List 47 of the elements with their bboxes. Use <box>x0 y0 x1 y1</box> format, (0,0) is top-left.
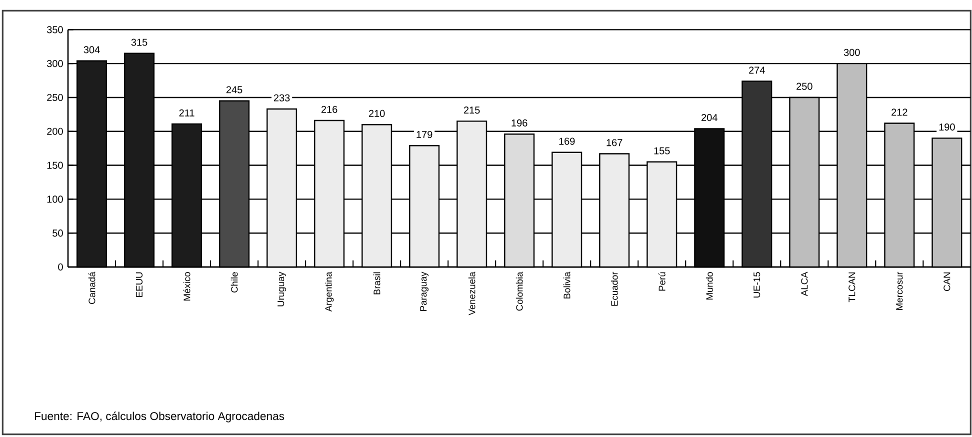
x-tick-label: Bolivia <box>563 272 570 298</box>
x-tick-label: ALCA <box>801 272 808 296</box>
y-tick-label: 200 <box>47 128 63 135</box>
x-tick-label: Uruguay <box>278 272 286 306</box>
y-tick-label: 100 <box>47 196 63 203</box>
x-tick-label: Colombia <box>516 272 523 311</box>
data-label: 315 <box>131 38 148 46</box>
x-tick-label: EEUU <box>136 272 143 297</box>
x-tick-label: Argentina <box>324 272 334 312</box>
data-label: 167 <box>606 139 622 146</box>
data-label: 274 <box>749 66 765 74</box>
data-label: 245 <box>226 86 242 94</box>
data-label: 216 <box>321 106 338 113</box>
data-label: 190 <box>939 123 955 131</box>
x-tick-label: UE-15 <box>754 272 760 298</box>
y-tick-label: 50 <box>52 230 63 237</box>
x-tick-label: México <box>183 272 190 300</box>
source-note: Fuente: FAO, cálculos Observatorio Agrocadenas <box>34 412 284 422</box>
x-tick-label: TLCAN <box>848 272 856 302</box>
x-tick-label: Brasil <box>373 272 380 294</box>
x-tick-label: Perú <box>658 272 666 291</box>
x-tick-label: Ecuador <box>610 272 618 306</box>
y-tick-label: 350 <box>46 26 63 34</box>
data-label: 179 <box>416 130 432 138</box>
data-label: 196 <box>512 119 528 127</box>
data-label: 215 <box>464 106 480 114</box>
y-tick-label: 300 <box>46 60 63 68</box>
y-tick-label: 0 <box>58 263 63 271</box>
x-tick-label: Mercosur <box>896 272 903 310</box>
x-tick-label: Canadá <box>88 272 96 304</box>
y-tick-label: 150 <box>47 162 63 169</box>
data-label: 300 <box>844 48 860 56</box>
data-label: 250 <box>796 82 812 90</box>
data-label: 204 <box>702 114 718 122</box>
y-tick-label: 250 <box>47 94 63 102</box>
data-label: 233 <box>274 94 290 102</box>
data-label: 155 <box>654 147 670 154</box>
data-label: 211 <box>179 109 194 116</box>
data-label: 210 <box>368 110 385 118</box>
x-tick-label: Paraguay <box>420 272 429 311</box>
data-label: 212 <box>892 108 908 116</box>
x-tick-label: Chile <box>230 272 238 292</box>
x-tick-label: Venezuela <box>468 272 476 316</box>
data-label: 169 <box>559 138 575 145</box>
x-tick-label: Mundo <box>706 272 713 300</box>
x-tick-label: CAN <box>944 272 950 291</box>
data-label: 304 <box>84 46 100 54</box>
